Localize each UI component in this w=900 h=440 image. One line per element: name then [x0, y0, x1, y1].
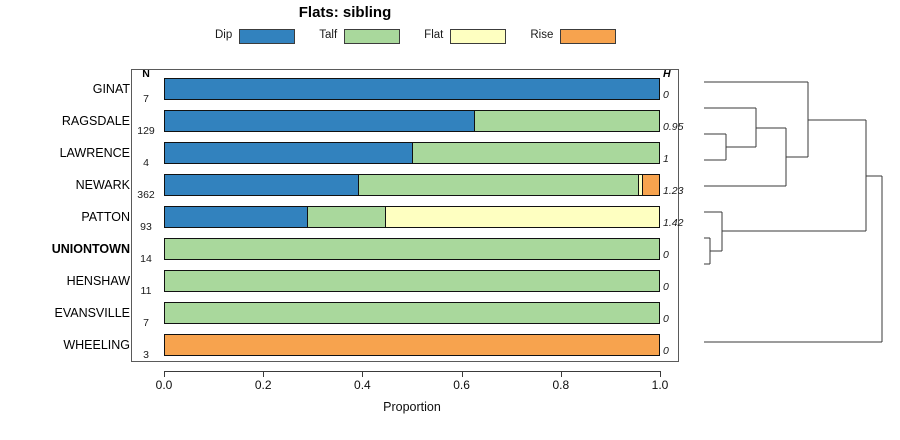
- x-tick-label: 1.0: [651, 378, 669, 392]
- row-label-uniontown: UNIONTOWN: [51, 242, 130, 256]
- stacked-bar[interactable]: [164, 334, 660, 356]
- cluster-dendrogram: [690, 69, 900, 362]
- row-count-n: 7: [143, 317, 149, 329]
- legend-label-flat: Flat: [424, 29, 444, 42]
- stacked-bar[interactable]: [164, 302, 660, 324]
- bar-segment-dip[interactable]: [165, 79, 659, 99]
- legend: Dip Talf Flat Rise: [215, 27, 617, 45]
- row-label-ragsdale: RAGSDALE: [61, 114, 130, 128]
- bar-segment-flat[interactable]: [637, 175, 642, 195]
- x-tick-label: 0.8: [552, 378, 570, 392]
- row-label-newark: NEWARK: [75, 178, 130, 192]
- dendrogram-svg: [704, 81, 883, 343]
- row-diversity-h: 0: [663, 281, 669, 293]
- legend-item-talf: Talf: [319, 28, 401, 44]
- legend-label-dip: Dip: [215, 29, 233, 42]
- row-diversity-h: 0: [663, 345, 669, 357]
- page-title: Flats: sibling: [298, 4, 392, 21]
- stacked-bar[interactable]: [164, 270, 660, 292]
- legend-label-rise: Rise: [530, 29, 554, 42]
- row-label-lawrence: LAWRENCE: [59, 146, 130, 160]
- row-count-n: 7: [143, 93, 149, 105]
- stacked-bar[interactable]: [164, 206, 660, 228]
- bar-row: PATTON 93 1.42: [0, 204, 900, 233]
- x-tick-label: 0.0: [155, 378, 173, 392]
- bar-segment-talf[interactable]: [165, 239, 659, 259]
- bar-segment-dip[interactable]: [165, 175, 359, 195]
- row-label-henshaw: HENSHAW: [66, 274, 130, 288]
- stacked-bar[interactable]: [164, 142, 660, 164]
- bar-row: RAGSDALE 129 0.95: [0, 108, 900, 137]
- x-tick: [660, 371, 661, 377]
- row-count-n: 129: [137, 125, 155, 137]
- row-diversity-h: 1: [663, 153, 669, 165]
- legend-swatch-dip: [239, 28, 296, 44]
- legend-swatch-rise: [560, 28, 617, 44]
- row-diversity-h: 0.95: [663, 121, 684, 133]
- stacked-bar[interactable]: [164, 174, 660, 196]
- bar-segment-rise[interactable]: [165, 335, 659, 355]
- bar-row: GINAT 7 0: [0, 76, 900, 105]
- x-tick-label: 0.6: [453, 378, 470, 392]
- row-diversity-h: 1.23: [663, 185, 684, 197]
- bar-segment-talf[interactable]: [306, 207, 386, 227]
- x-axis-title: Proportion: [383, 400, 441, 414]
- row-diversity-h: 0: [663, 313, 669, 325]
- legend-label-talf: Talf: [319, 29, 338, 42]
- stacked-bar[interactable]: [164, 238, 660, 260]
- row-count-n: 3: [143, 349, 149, 361]
- row-count-n: 362: [137, 189, 155, 201]
- x-tick: [164, 371, 165, 377]
- bar-row: HENSHAW 11 0: [0, 268, 900, 297]
- bar-segment-talf[interactable]: [165, 303, 659, 323]
- bar-segment-dip[interactable]: [165, 111, 474, 131]
- bar-segment-talf[interactable]: [358, 175, 638, 195]
- bar-segment-rise[interactable]: [641, 175, 659, 195]
- stacked-bar[interactable]: [164, 78, 660, 100]
- legend-item-dip: Dip: [215, 28, 296, 44]
- bar-segment-talf[interactable]: [165, 271, 659, 291]
- row-label-wheeling: WHEELING: [63, 338, 130, 352]
- row-count-n: 4: [143, 157, 149, 169]
- row-label-evansville: EVANSVILLE: [54, 306, 130, 320]
- stacked-bar[interactable]: [164, 110, 660, 132]
- x-tick-label: 0.4: [354, 378, 371, 392]
- x-tick: [263, 371, 265, 377]
- bar-row: LAWRENCE 4 1: [0, 140, 900, 169]
- legend-swatch-talf: [344, 28, 401, 44]
- row-label-patton: PATTON: [81, 210, 130, 224]
- legend-swatch-flat: [450, 28, 507, 44]
- row-diversity-h: 1.42: [663, 217, 684, 229]
- x-tick: [362, 371, 364, 377]
- legend-item-flat: Flat: [424, 28, 507, 44]
- column-header-n: N: [142, 68, 150, 80]
- row-diversity-h: 0: [663, 89, 669, 101]
- bar-segment-dip[interactable]: [165, 207, 307, 227]
- legend-item-rise: Rise: [530, 28, 617, 44]
- column-header-h: H: [663, 68, 671, 80]
- bar-segment-talf[interactable]: [412, 143, 659, 163]
- bar-row: WHEELING 3 0: [0, 332, 900, 361]
- row-count-n: 93: [140, 221, 152, 233]
- bar-row: UNIONTOWN 14 0: [0, 236, 900, 265]
- row-count-n: 11: [140, 285, 152, 297]
- bar-row: NEWARK 362 1.23: [0, 172, 900, 201]
- bar-segment-talf[interactable]: [473, 111, 659, 131]
- row-diversity-h: 0: [663, 249, 669, 261]
- row-count-n: 14: [140, 253, 152, 265]
- x-tick: [461, 371, 463, 377]
- x-tick: [560, 371, 562, 377]
- bar-segment-flat[interactable]: [385, 207, 659, 227]
- bar-segment-dip[interactable]: [165, 143, 412, 163]
- row-label-ginat: GINAT: [92, 82, 130, 96]
- x-axis-line: [164, 371, 660, 372]
- bar-row: EVANSVILLE 7 0: [0, 300, 900, 329]
- x-tick-label: 0.2: [254, 378, 272, 392]
